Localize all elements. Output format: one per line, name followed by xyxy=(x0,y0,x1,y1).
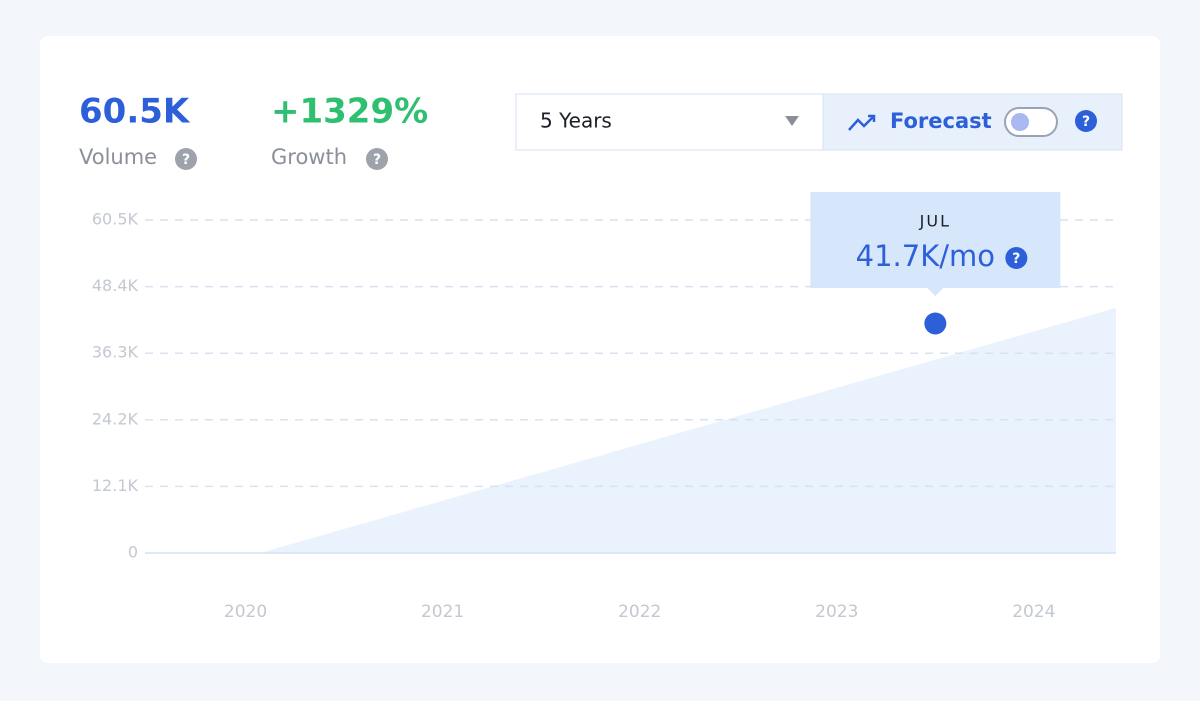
x-tick-label: 2021 xyxy=(421,602,464,622)
forecast-label: Forecast xyxy=(890,109,992,133)
plot: 0 12.1K 24.2K 36.3K 48.4K 60.5K 2020 2021 2022 20… xyxy=(92,192,1116,622)
help-glyph: ? xyxy=(373,152,381,168)
stat-value: +1329% xyxy=(271,92,428,132)
y-tick-label: 48.4K xyxy=(92,276,139,295)
help-icon[interactable] xyxy=(175,148,197,170)
y-tick-label: 12.1K xyxy=(92,476,139,495)
period-label: 5 Years xyxy=(540,109,612,133)
x-tick-label: 2024 xyxy=(1012,602,1055,622)
trend-icon xyxy=(848,114,876,131)
help-glyph: ? xyxy=(1082,114,1090,130)
x-tick-label: 2022 xyxy=(618,602,661,622)
stat-value: 60.5K xyxy=(79,92,191,132)
dropdown-arrow xyxy=(785,116,799,126)
x-tick-label: 2023 xyxy=(815,602,858,622)
help-glyph: ? xyxy=(182,152,190,168)
help-icon[interactable] xyxy=(366,148,388,170)
stat-label: Growth xyxy=(271,145,347,169)
y-tick-label: 0 xyxy=(128,543,138,562)
x-tick-label: 2020 xyxy=(224,602,267,622)
help-icon[interactable] xyxy=(1075,110,1097,132)
tooltip-value: 41.7K/mo xyxy=(856,239,995,273)
tooltip-month: JUL xyxy=(919,212,951,231)
y-tick-label: 60.5K xyxy=(92,210,139,229)
highlight-point xyxy=(924,312,947,335)
period-dropdown[interactable] xyxy=(515,93,824,151)
y-tick-label: 36.3K xyxy=(92,343,139,362)
help-icon xyxy=(1005,247,1028,269)
y-tick-label: 24.2K xyxy=(92,409,139,428)
trend-area xyxy=(260,308,1116,553)
tooltip xyxy=(810,192,1061,288)
toggle-knob xyxy=(1011,113,1029,131)
tooltip-pointer xyxy=(927,288,944,296)
stat-label: Volume xyxy=(79,145,157,169)
help-glyph: ? xyxy=(1012,251,1020,267)
